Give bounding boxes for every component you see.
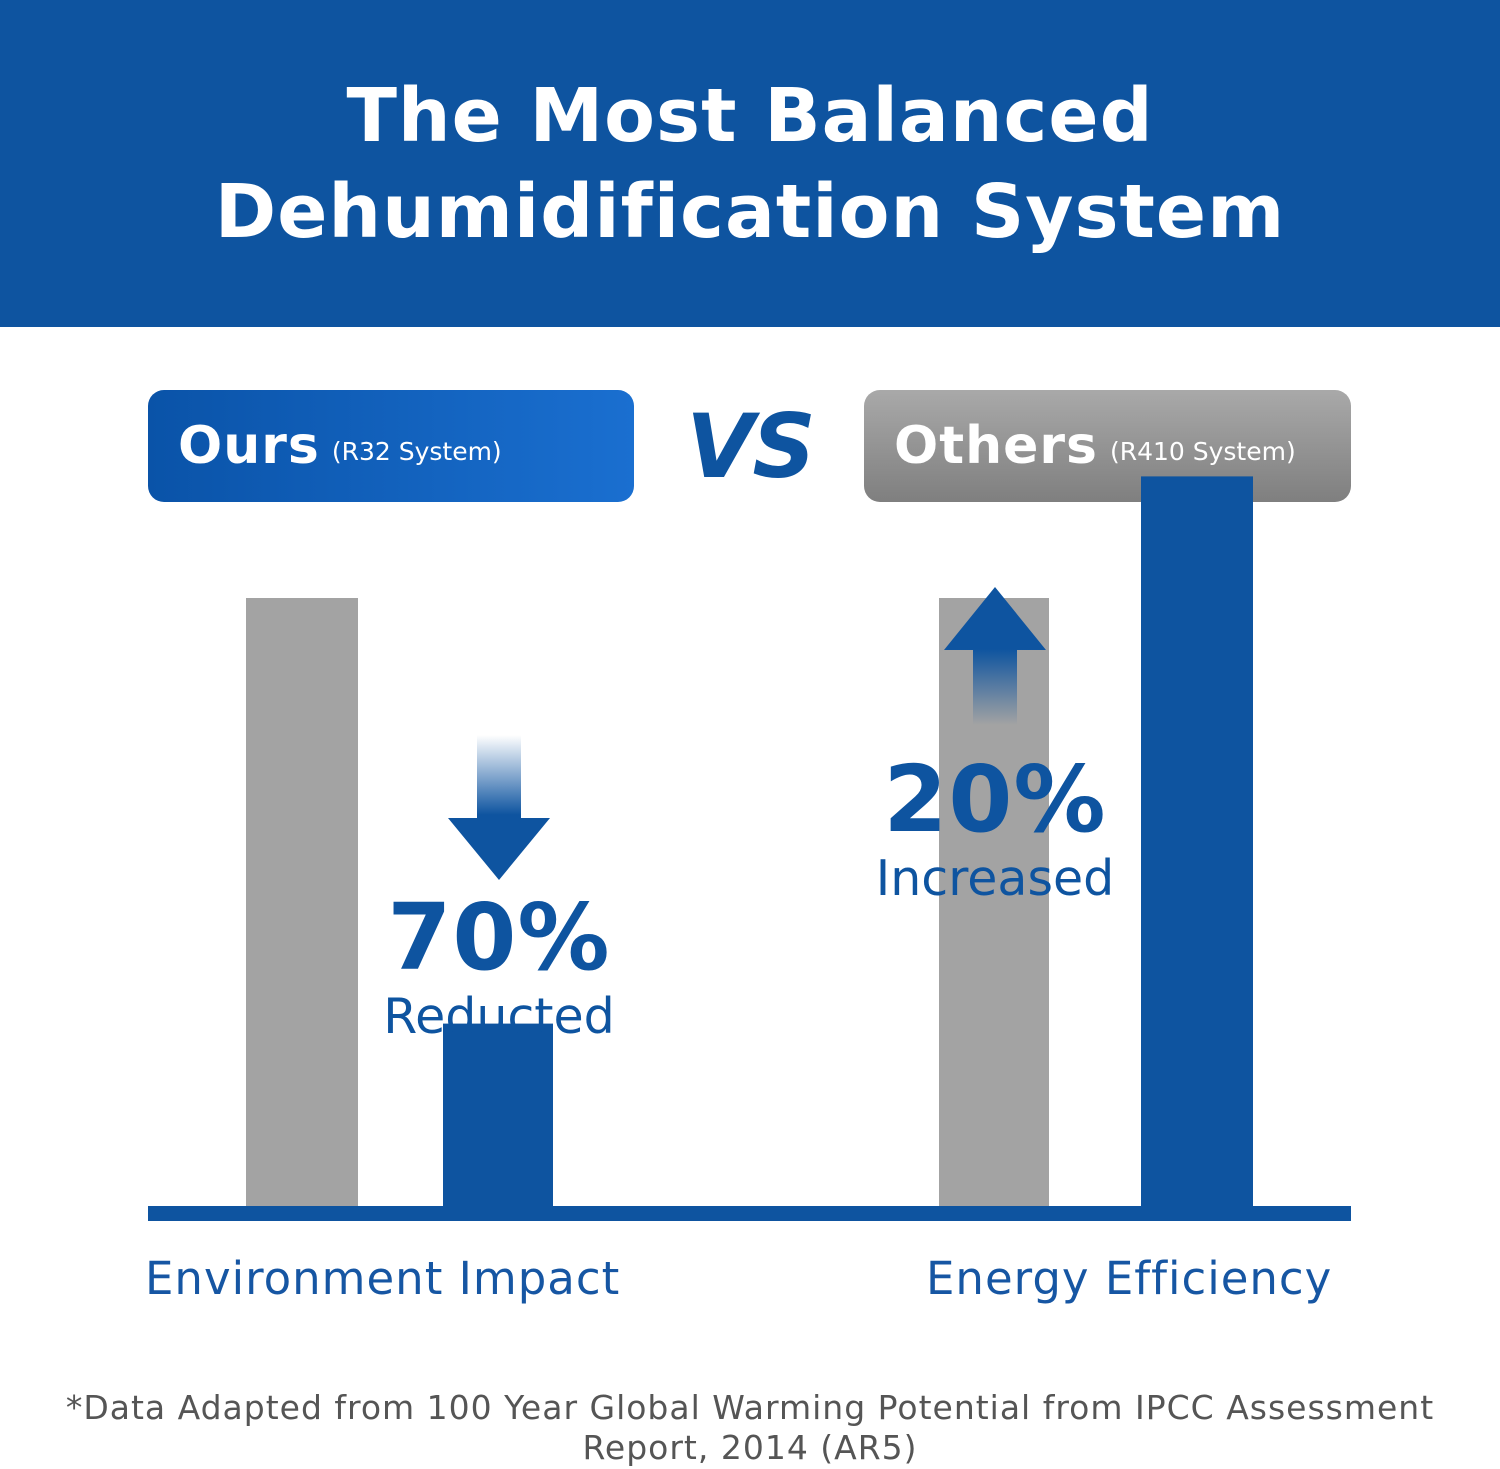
- chart-baseline: [148, 1206, 1351, 1221]
- page-title-line-2: Dehumidification System: [214, 168, 1286, 255]
- legend-ours: Ours (R32 System): [148, 390, 634, 502]
- bar-ours-energy: [1141, 476, 1253, 1206]
- category-label-environment: Environment Impact: [145, 1252, 621, 1305]
- annotation-env: 70% Reducted: [368, 888, 630, 1046]
- vs-label: VS: [686, 394, 815, 498]
- bar-others-environment: [246, 598, 358, 1206]
- category-label-energy: Energy Efficiency: [926, 1252, 1333, 1305]
- annotation-env-value: 70%: [387, 884, 611, 991]
- page-title-line-1: The Most Balanced: [346, 72, 1154, 159]
- footnote: *Data Adapted from 100 Year Global Warmi…: [0, 1388, 1500, 1468]
- annotation-env-text: Reducted: [383, 988, 615, 1045]
- legend-others-label: Others: [894, 416, 1098, 476]
- annotation-energy: 20% Increased: [864, 750, 1126, 908]
- annotation-energy-text: Increased: [875, 850, 1115, 907]
- bar-ours-environment: [443, 1023, 553, 1206]
- annotation-energy-value: 20%: [883, 746, 1107, 853]
- arrow-up-icon: [944, 587, 1046, 725]
- legend-ours-sub: (R32 System): [331, 436, 502, 466]
- header-banner: The Most Balanced Dehumidification Syste…: [0, 0, 1500, 327]
- legend-others: Others (R410 System): [864, 390, 1351, 502]
- legend-others-sub: (R410 System): [1109, 436, 1296, 466]
- legend-ours-label: Ours: [178, 416, 320, 476]
- arrow-down-icon: [448, 735, 550, 880]
- footnote-text: *Data Adapted from 100 Year Global Warmi…: [65, 1388, 1435, 1467]
